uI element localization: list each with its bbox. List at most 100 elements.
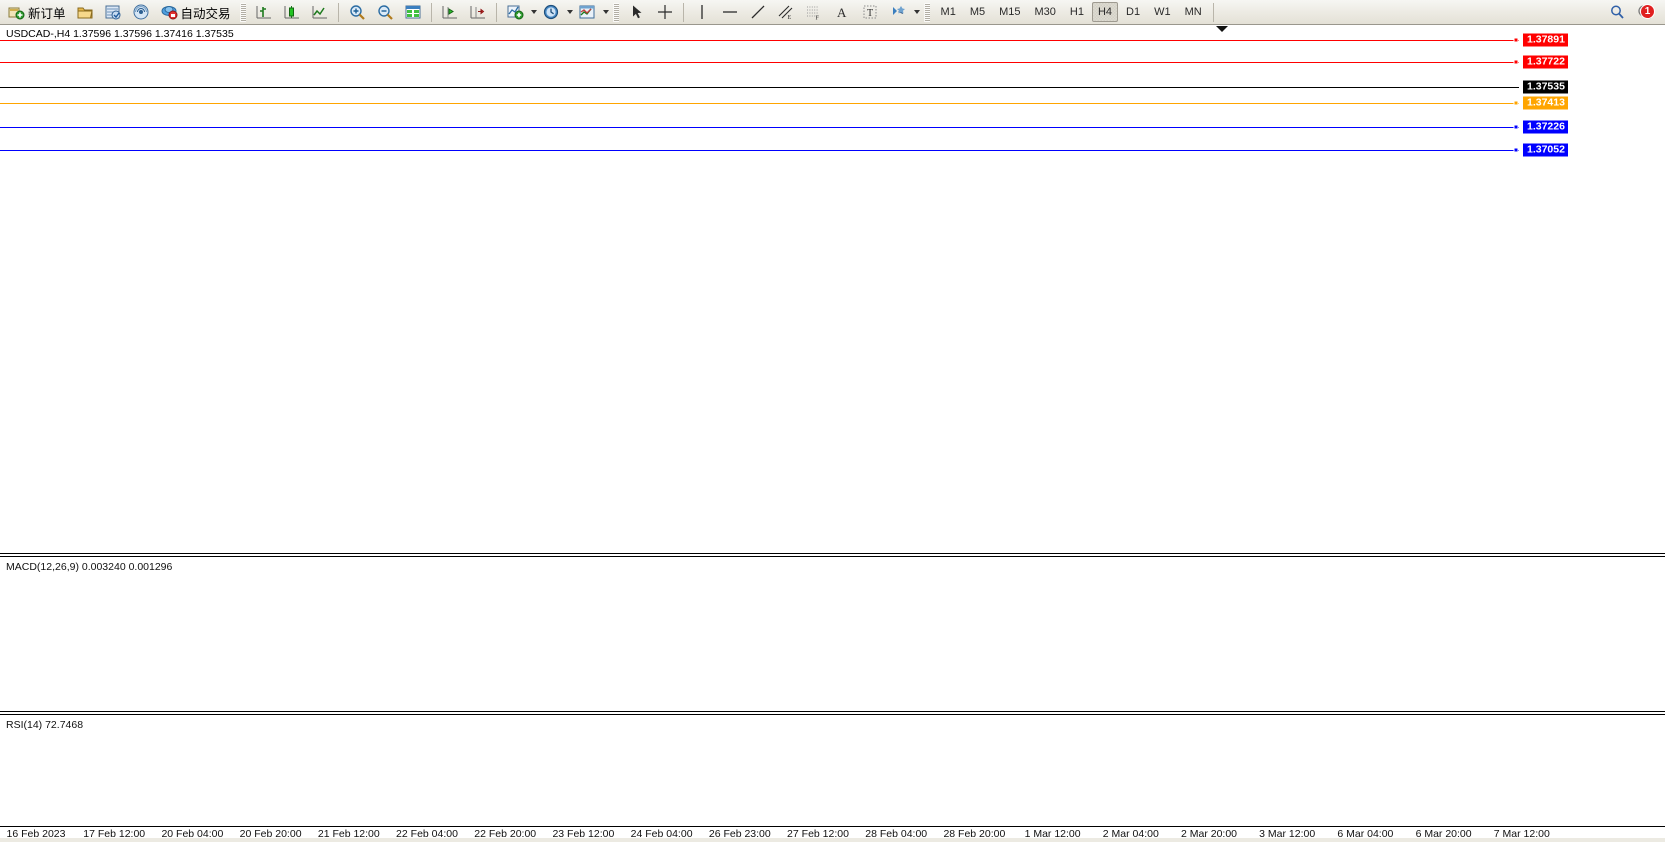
zoom-out-button[interactable] (371, 1, 399, 23)
time-tick: 6 Mar 20:00 (1415, 828, 1472, 840)
toolbar-grip-3[interactable] (923, 2, 930, 22)
network-button[interactable] (127, 1, 155, 23)
data-window-button[interactable] (99, 1, 127, 23)
level-line-support-1[interactable] (0, 126, 1519, 128)
time-tick: 2 Mar 20:00 (1180, 828, 1238, 840)
toolbar-grip-1[interactable] (239, 2, 246, 22)
fibonacci-button[interactable]: F (800, 1, 828, 23)
toolbar-grip-2[interactable] (612, 2, 619, 22)
cursor-icon (628, 3, 646, 21)
price-tag-pivot[interactable]: 1.37413 (1523, 96, 1568, 110)
candlestick-chart-icon (283, 3, 301, 21)
level-line-pivot[interactable] (0, 102, 1519, 104)
text-box-button[interactable]: T (856, 1, 884, 23)
templates-button[interactable] (573, 1, 601, 23)
symbol-label: USDCAD-,H4 1.37596 1.37596 1.37416 1.375… (6, 28, 234, 40)
timeframe-m1[interactable]: M1 (940, 6, 956, 18)
time-tick: 7 Mar 12:00 (1493, 828, 1550, 840)
channel-button[interactable]: E (772, 1, 800, 23)
timeframe-m15[interactable]: M15 (999, 6, 1021, 18)
line-chart-button[interactable] (306, 1, 334, 23)
price-tag-resistance-2[interactable]: 1.37891 (1523, 33, 1568, 47)
level-handle-pivot[interactable] (1513, 100, 1519, 106)
history-button[interactable] (71, 1, 99, 23)
chart-shift-icon (441, 3, 459, 21)
shapes-chevron-down-icon[interactable] (913, 10, 920, 14)
time-tick: 22 Feb 04:00 (396, 828, 458, 840)
templates-chevron-down-icon[interactable] (602, 10, 609, 14)
crosshair-button[interactable] (651, 1, 679, 23)
time-tick: 28 Feb 04:00 (865, 828, 928, 840)
price-tag-support-2[interactable]: 1.37052 (1523, 143, 1568, 157)
status-bar (0, 838, 1665, 842)
auto-trading-icon (160, 3, 178, 21)
period-chevron-down-icon[interactable] (566, 10, 573, 14)
level-line-resistance-1[interactable] (0, 62, 1519, 64)
time-tick: 3 Mar 12:00 (1259, 828, 1316, 840)
level-handle-resistance-1[interactable] (1513, 59, 1519, 65)
time-tick: 16 Feb 2023 (6, 828, 66, 840)
timeframe-m30[interactable]: M30 (1034, 6, 1056, 18)
horizontal-line-button[interactable] (716, 1, 744, 23)
chart-grid-button[interactable] (399, 1, 427, 23)
add-indicator-chevron-down-icon[interactable] (530, 10, 537, 14)
trendline-button[interactable] (744, 1, 772, 23)
shapes-icon (889, 3, 907, 21)
candlestick-chart-button[interactable] (278, 1, 306, 23)
time-tick: 2 Mar 04:00 (1102, 828, 1159, 840)
notifications-button[interactable]: 1 (1631, 1, 1659, 23)
time-tick: 23 Feb 12:00 (552, 828, 615, 840)
cursor-button[interactable] (623, 1, 651, 23)
level-handle-support-2[interactable] (1513, 147, 1519, 153)
text-label-button[interactable]: A (828, 1, 856, 23)
level-handle-support-1[interactable] (1513, 124, 1519, 130)
toolbar-separator-4 (682, 2, 684, 22)
vertical-line-button[interactable] (688, 1, 716, 23)
zoom-in-button[interactable] (343, 1, 371, 23)
period-button[interactable] (537, 1, 565, 23)
bar-chart-button[interactable] (250, 1, 278, 23)
price-tag-current-price[interactable]: 1.37535 (1523, 80, 1568, 94)
time-tick: 27 Feb 12:00 (787, 828, 849, 840)
bar-chart-icon (255, 3, 273, 21)
chart-cursor-marker-icon (1216, 26, 1228, 32)
level-line-resistance-2[interactable] (0, 40, 1519, 42)
search-button[interactable] (1603, 1, 1631, 23)
add-indicator-icon (506, 3, 524, 21)
price-tag-support-1[interactable]: 1.37226 (1523, 120, 1568, 134)
pane-divider-1[interactable] (0, 553, 1665, 557)
level-handle-resistance-2[interactable] (1513, 37, 1519, 43)
auto-trading-button[interactable]: 自动交易 (155, 1, 236, 23)
timeframe-h1[interactable]: H1 (1069, 6, 1084, 18)
level-line-support-2[interactable] (0, 149, 1519, 151)
timeframe-w1[interactable]: W1 (1154, 6, 1171, 18)
timeframe-mn[interactable]: MN (1184, 6, 1202, 18)
time-tick: 22 Feb 20:00 (474, 828, 537, 840)
add-indicator-button[interactable] (501, 1, 529, 23)
chart-area: 1.368101.365801.363451.361151.358851.356… (0, 25, 1665, 826)
shapes-button[interactable] (884, 1, 912, 23)
timeframe-d1[interactable]: D1 (1126, 6, 1141, 18)
pane-divider-2[interactable] (0, 711, 1665, 715)
textbox-icon: T (861, 3, 879, 21)
time-tick: 26 Feb 23:00 (708, 828, 771, 840)
chart-shift-button[interactable] (436, 1, 464, 23)
time-tick: 21 Feb 12:00 (317, 828, 380, 840)
search-icon (1608, 3, 1626, 21)
toolbar-separator-5 (1212, 2, 1214, 22)
timeframe-m5[interactable]: M5 (969, 6, 986, 18)
time-tick: 24 Feb 04:00 (630, 828, 693, 840)
new-order-button[interactable]: 新订单 (2, 1, 71, 23)
notification-badge: 1 (1640, 4, 1655, 19)
level-line-current-price[interactable] (0, 86, 1519, 88)
time-tick: 20 Feb 20:00 (239, 828, 302, 840)
price-tag-resistance-1[interactable]: 1.37722 (1523, 55, 1568, 69)
svg-text:E: E (787, 15, 791, 21)
timeframe-h4[interactable]: H4 (1091, 2, 1119, 22)
timeframe-group: M1 M5 M15 M30 H1 H4 D1 W1 MN (934, 2, 1209, 22)
time-tick: 6 Mar 04:00 (1337, 828, 1394, 840)
macd-label: MACD(12,26,9) 0.003240 0.001296 (6, 561, 173, 573)
zoom-out-icon (376, 3, 394, 21)
auto-scroll-button[interactable] (464, 1, 492, 23)
zoom-in-icon (348, 3, 366, 21)
